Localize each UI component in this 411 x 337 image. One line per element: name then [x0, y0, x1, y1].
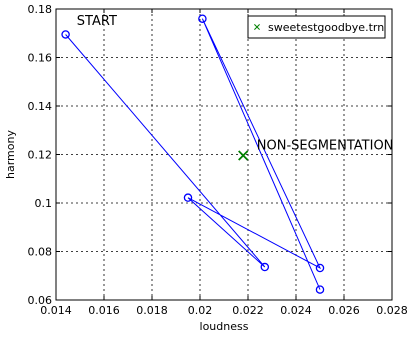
y-tick-label: 0.1 [35, 197, 53, 210]
trajectory-point [183, 193, 193, 202]
annotation-start: START [77, 14, 117, 29]
trajectory-point [61, 30, 70, 39]
x-tick-label: 0.024 [280, 304, 312, 317]
y-tick-label: 0.06 [28, 294, 53, 307]
ticks: 0.014 0.016 0.018 0.02 0.022 0.024 0.026 0.028 0… [28, 3, 408, 317]
x-tick-label: 0.028 [376, 304, 408, 317]
non-segmentation-marker [238, 150, 249, 161]
y-tick-label: 0.08 [28, 246, 53, 259]
y-tick-label: 0.14 [28, 100, 53, 113]
trajectory-point [315, 285, 325, 294]
legend-label: sweetestgoodbye.trn [268, 21, 384, 34]
trajectory-line [65, 18, 322, 290]
series [61, 14, 325, 294]
x-axis-label: loudness [200, 320, 249, 333]
trajectory-point [260, 262, 270, 272]
annotations: START NON-SEGMENTATION [77, 14, 394, 154]
y-axis-label: harmony [4, 130, 17, 179]
legend-box [247, 15, 386, 39]
x-tick-label: 0.014 [40, 304, 72, 317]
legend-x-glyph [254, 24, 260, 30]
x-tick-label: 0.018 [136, 304, 168, 317]
annotation-non-segmentation: NON-SEGMENTATION [257, 139, 394, 154]
y-tick-label: 0.18 [28, 3, 53, 16]
x-tick-label: 0.026 [328, 304, 360, 317]
trajectory-point [198, 14, 207, 23]
y-tick-label: 0.12 [28, 149, 53, 162]
x-tick-label: 0.016 [88, 304, 120, 317]
grid [56, 9, 392, 300]
trajectory-point [315, 263, 325, 273]
x-tick-label: 0.02 [188, 304, 213, 317]
y-tick-label: 0.16 [28, 52, 53, 65]
legend: sweetestgoodbye.trn [247, 15, 386, 39]
legend-marker-icon [254, 24, 260, 30]
x-tick-label: 0.022 [232, 304, 264, 317]
